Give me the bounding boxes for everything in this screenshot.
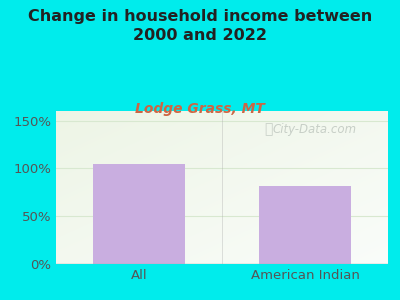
Text: Lodge Grass, MT: Lodge Grass, MT [135, 102, 265, 116]
Bar [93, 164, 185, 264]
Text: City-Data.com: City-Data.com [273, 123, 357, 136]
Text: Change in household income between
2000 and 2022: Change in household income between 2000 … [28, 9, 372, 43]
Bar [259, 186, 351, 264]
Text: ⌕: ⌕ [264, 122, 273, 136]
